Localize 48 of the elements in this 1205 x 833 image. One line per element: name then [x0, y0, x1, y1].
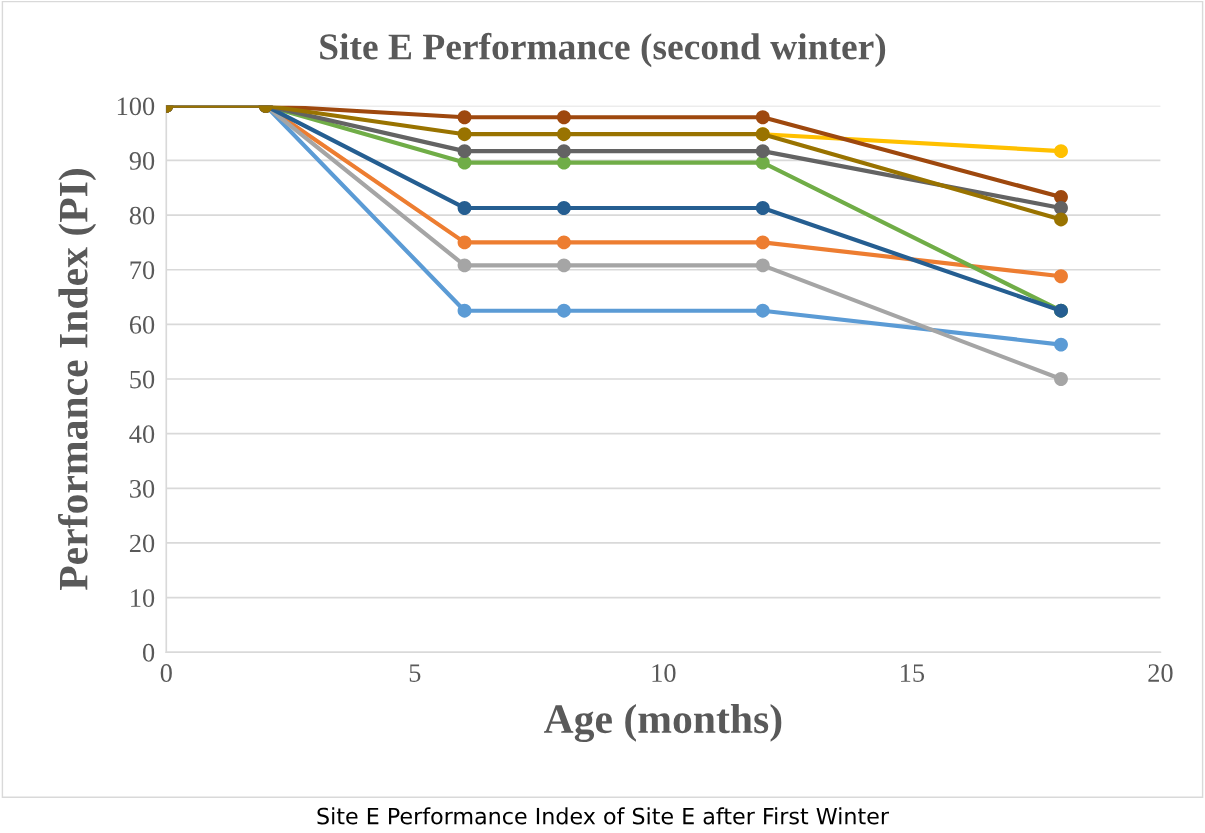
point [557, 258, 571, 273]
y-tick-label: 100 [117, 97, 155, 116]
point [1054, 372, 1068, 386]
y-tick-label: 60 [129, 315, 155, 334]
point [457, 201, 472, 215]
y-tick-label: 30 [130, 479, 155, 498]
point [557, 144, 571, 159]
point [755, 144, 770, 159]
x-tick-label: 10 [652, 664, 676, 682]
y-tick-label: 90 [129, 152, 155, 170]
point [557, 235, 571, 250]
point [755, 110, 770, 125]
point [557, 127, 571, 142]
y-tick-label: 70 [130, 261, 155, 280]
point [755, 235, 770, 250]
y-tick-label: 0 [142, 643, 155, 662]
y-tick-label: 50 [130, 370, 155, 389]
x-tick-label: 20 [1148, 664, 1173, 682]
point [457, 144, 472, 159]
point [755, 155, 770, 170]
point [457, 303, 472, 318]
point [557, 201, 571, 215]
point [1054, 337, 1068, 352]
chart-title: Site E Performance (second winter) [320, 32, 886, 68]
y-tick-label: 10 [131, 589, 155, 608]
point [1054, 201, 1068, 215]
y-tick-label: 20 [129, 534, 155, 553]
x-tick-label: 15 [901, 664, 925, 682]
point [755, 303, 770, 318]
x-tick-label: 0 [160, 664, 172, 682]
y-axis-title: Performance Index (PI) [57, 169, 97, 591]
x-axis-title: Age (months) [543, 703, 782, 743]
y-tick-label: 80 [129, 206, 155, 225]
point [1054, 212, 1068, 227]
text: Site E Performance Index of Site E after First Winter [317, 807, 889, 825]
x-tick-label: 5 [409, 664, 421, 682]
point [457, 110, 472, 125]
y-tick-label: 40 [129, 425, 155, 444]
point [557, 303, 571, 318]
point [457, 235, 472, 250]
point [557, 110, 571, 125]
point [557, 155, 571, 170]
point [1054, 269, 1068, 284]
point [755, 258, 770, 273]
point [457, 258, 472, 273]
point [1054, 144, 1068, 159]
point [457, 127, 472, 142]
point [755, 201, 770, 215]
